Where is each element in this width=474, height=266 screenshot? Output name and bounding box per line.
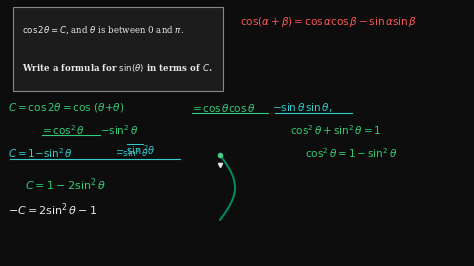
Text: $\cos(\alpha+\beta) = \cos\alpha\cos\beta - \sin\alpha\sin\beta$: $\cos(\alpha+\beta) = \cos\alpha\cos\bet…	[240, 15, 417, 29]
Text: $-\ \overline{\sin}^{\,2}\theta$: $-\ \overline{\sin}^{\,2}\theta$	[115, 143, 155, 157]
Text: $\cos 2\theta = C$, and $\theta$ is between 0 and $\pi$.: $\cos 2\theta = C$, and $\theta$ is betw…	[22, 24, 184, 36]
FancyBboxPatch shape	[13, 7, 223, 91]
Text: $= \cos^2\theta$: $= \cos^2\theta$	[40, 123, 85, 137]
Text: $C = 1{-}\sin^2\theta$: $C = 1{-}\sin^2\theta$	[8, 146, 73, 160]
Text: $- \sin\theta\,\sin\theta,$: $- \sin\theta\,\sin\theta,$	[272, 102, 333, 114]
Text: Write a formula for $\sin(\theta)$ in terms of $C$.: Write a formula for $\sin(\theta)$ in te…	[22, 62, 213, 74]
Text: $- \sin^2\theta$: $- \sin^2\theta$	[100, 123, 138, 137]
Text: $- \sin^2\theta$: $- \sin^2\theta$	[115, 147, 148, 159]
Text: $\cos^2\theta = 1 - \sin^2\theta$: $\cos^2\theta = 1 - \sin^2\theta$	[305, 146, 397, 160]
Text: $C = \cos 2\theta = \cos\,(\theta{+}\theta)$: $C = \cos 2\theta = \cos\,(\theta{+}\the…	[8, 102, 124, 114]
Text: $-C = 2\sin^2\theta - 1$: $-C = 2\sin^2\theta - 1$	[8, 202, 97, 218]
Text: $C = 1 - 2\sin^2\theta$: $C = 1 - 2\sin^2\theta$	[25, 177, 106, 193]
Text: $= \cos\theta\cos\theta$: $= \cos\theta\cos\theta$	[190, 102, 255, 114]
Text: $\cos^2\theta + \sin^2\theta = 1$: $\cos^2\theta + \sin^2\theta = 1$	[290, 123, 382, 137]
